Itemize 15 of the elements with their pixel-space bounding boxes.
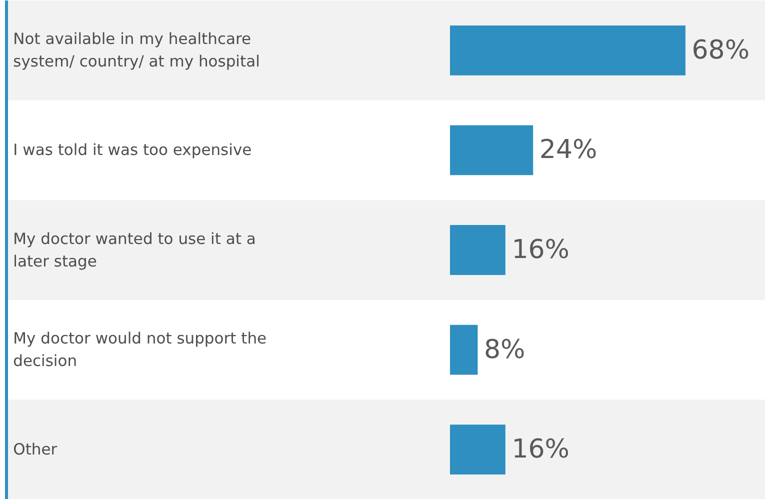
bar xyxy=(450,324,478,375)
bar xyxy=(450,125,534,176)
data-label: 24% xyxy=(539,135,598,166)
data-label: 16% xyxy=(512,235,570,265)
data-label: 8% xyxy=(484,334,526,365)
bar xyxy=(450,225,506,275)
bar xyxy=(450,424,506,475)
y-tick-label: Other xyxy=(13,440,58,459)
y-tick-label: My doctor wanted to use it at a later stage xyxy=(13,230,256,270)
bar xyxy=(450,25,686,76)
y-tick-label: My doctor would not support the decision xyxy=(13,330,267,370)
data-label: 68% xyxy=(692,35,750,66)
data-label: 16% xyxy=(512,434,570,465)
y-tick-label: Not available in my healthcare system/ country/ at my hospital xyxy=(13,30,260,71)
y-tick-label: I was told it was too expensive xyxy=(13,141,252,160)
